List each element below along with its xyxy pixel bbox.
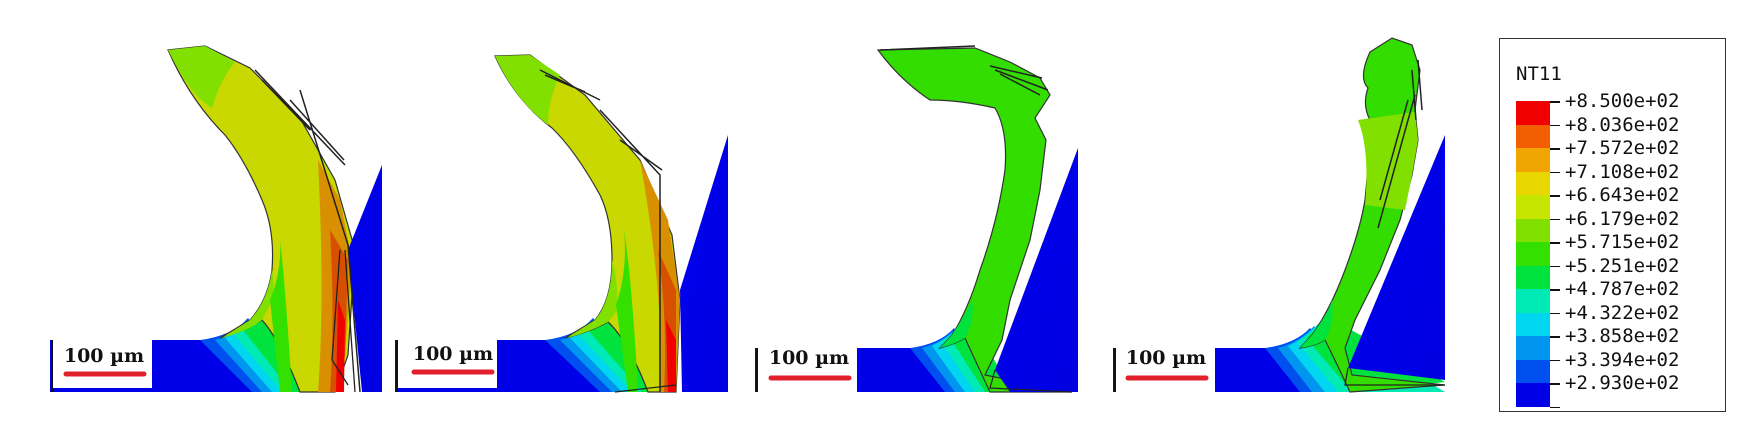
legend-swatch [1516, 218, 1550, 242]
legend-entry: +3.858e+02 [1500, 325, 1727, 360]
legend-entry: +6.643e+02 [1500, 184, 1727, 219]
legend-title: NT11 [1516, 63, 1562, 85]
scale-bar-4: 100 µm [1114, 347, 1215, 392]
panel-1: 100 µm [50, 45, 382, 393]
legend-value: +7.572e+02 [1565, 137, 1680, 159]
chip [876, 47, 1073, 393]
legend-swatch [1516, 101, 1550, 125]
legend-swatch [1516, 312, 1550, 336]
cutting-tool [348, 165, 382, 392]
cutting-tool [1348, 135, 1445, 380]
legend-entry: +8.036e+02 [1500, 114, 1727, 148]
legend-tick [1550, 406, 1560, 408]
legend-value: +7.108e+02 [1565, 160, 1680, 183]
legend-tick [1550, 383, 1560, 385]
scale-bar-label: 100 µm [64, 345, 144, 367]
legend-tick [1550, 336, 1560, 338]
legend-value: +3.394e+02 [1565, 348, 1680, 371]
legend-swatch [1516, 195, 1550, 219]
scale-bar-label: 100 µm [413, 343, 493, 365]
panel-3: 100 µm [755, 45, 1078, 393]
legend-entry: +4.787e+02 [1500, 278, 1727, 313]
panel-2: 100 µm [395, 54, 728, 393]
legend-swatch [1516, 265, 1550, 289]
legend-tick [1550, 124, 1560, 126]
legend-tick [1550, 312, 1560, 314]
legend-tick [1550, 101, 1560, 103]
cutting-tool [680, 135, 728, 392]
panel-4: 100 µm [1113, 37, 1446, 393]
legend-swatch [1516, 148, 1550, 172]
legend-entry: +7.108e+02 [1500, 161, 1727, 195]
legend-tick [1550, 195, 1560, 197]
legend-tick [1550, 171, 1560, 173]
legend-swatch [1516, 359, 1550, 383]
legend-tick [1550, 218, 1560, 220]
legend-value: +8.500e+02 [1565, 90, 1680, 112]
legend-value: +5.715e+02 [1565, 231, 1680, 253]
legend-tick [1550, 148, 1560, 150]
color-legend: NT11 +8.500e+02 +8.036e+02 +7.572e+02 +7.10… [1499, 38, 1726, 412]
legend-swatch [1516, 171, 1550, 195]
scale-bar-label: 100 µm [1126, 347, 1206, 369]
cutting-tool [995, 148, 1078, 392]
legend-swatch [1516, 289, 1550, 313]
legend-entry: +2.930e+02 [1500, 372, 1727, 407]
legend-swatch [1516, 124, 1550, 148]
scale-bar-2: 100 µm [396, 340, 497, 392]
legend-value: +6.643e+02 [1565, 184, 1680, 206]
legend-tick [1550, 359, 1560, 361]
legend-value: +5.251e+02 [1565, 254, 1680, 277]
legend-value: +4.787e+02 [1565, 278, 1680, 300]
legend-entry: +6.179e+02 [1500, 208, 1727, 242]
legend-swatch [1516, 242, 1550, 266]
legend-swatch [1516, 383, 1550, 407]
legend-value: +6.179e+02 [1565, 207, 1680, 230]
legend-entry: +4.322e+02 [1500, 302, 1727, 336]
legend-entry: +3.394e+02 [1500, 349, 1727, 383]
legend-value: +2.930e+02 [1565, 372, 1680, 394]
legend-tick [1550, 242, 1560, 244]
legend-entry: +5.715e+02 [1500, 231, 1727, 266]
legend-tick [1550, 265, 1560, 267]
legend-value: +4.322e+02 [1565, 301, 1680, 324]
legend-value: +8.036e+02 [1565, 113, 1680, 136]
legend-entry: +5.251e+02 [1500, 255, 1727, 289]
legend-tick [1550, 289, 1560, 291]
legend-value: +3.858e+02 [1565, 325, 1680, 347]
scale-bar-1: 100 µm [51, 340, 152, 392]
scale-bar-label: 100 µm [769, 347, 849, 369]
scale-bar-3: 100 µm [756, 347, 857, 392]
legend-entry: +7.572e+02 [1500, 137, 1727, 172]
legend-swatch [1516, 336, 1550, 360]
legend-entry: +8.500e+02 [1500, 90, 1727, 125]
